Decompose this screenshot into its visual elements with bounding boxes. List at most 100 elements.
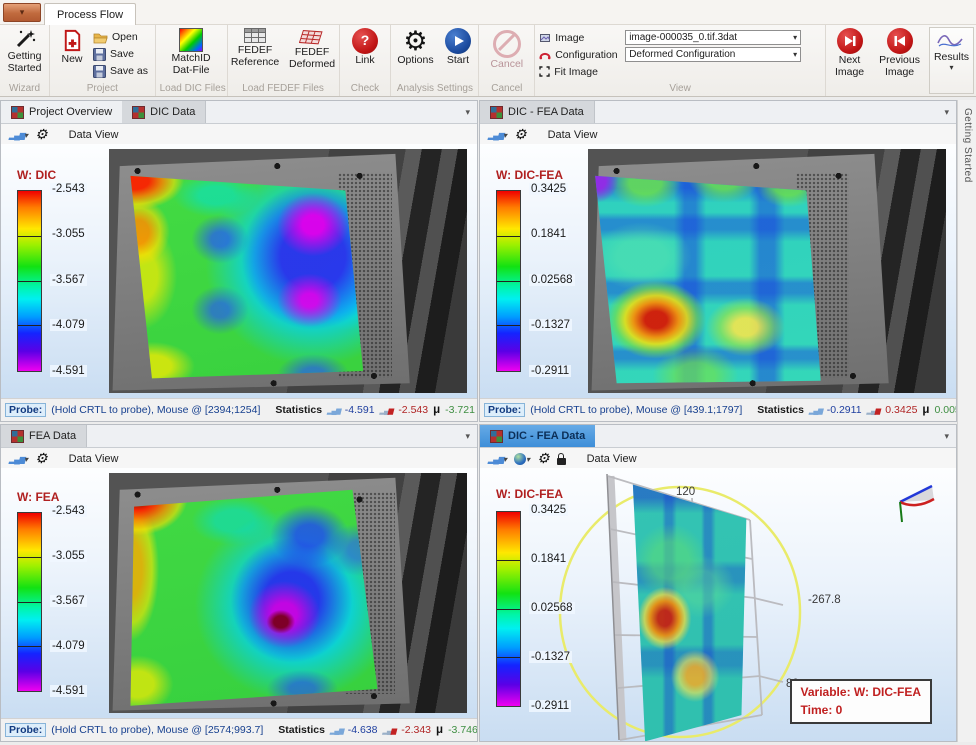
tab-dic-data[interactable]: DIC Data bbox=[122, 101, 207, 123]
statistics-label: Statistics bbox=[278, 724, 325, 736]
tab-fea-data[interactable]: FEA Data bbox=[1, 425, 88, 447]
tab-dic-fea-data[interactable]: DIC - FEA Data bbox=[480, 101, 595, 123]
dic-fea-specimen-image[interactable] bbox=[588, 149, 946, 393]
panel-menu-caret-icon[interactable]: ▾ bbox=[465, 430, 470, 441]
stat-max-value: -2.543 bbox=[398, 404, 429, 416]
scale-value: -0.1327 bbox=[529, 319, 573, 331]
results-button[interactable]: Results ▾ bbox=[928, 27, 974, 94]
settings-gear-icon[interactable] bbox=[514, 127, 527, 142]
data-view-label: Data View bbox=[547, 128, 598, 141]
matchid-dat-file-button[interactable]: MatchID Dat-File bbox=[163, 27, 219, 78]
new-button[interactable]: New bbox=[54, 27, 90, 67]
axis-label-right: -267.8 bbox=[808, 594, 841, 606]
dic-status-bar: Probe: (Hold CRTL to probe), Mouse @ [23… bbox=[1, 398, 477, 421]
bar-chart-icon bbox=[488, 453, 503, 465]
group-label-project: Project bbox=[86, 83, 118, 94]
cancel-button: Cancel bbox=[485, 29, 529, 72]
bar-chart-icon bbox=[488, 129, 503, 141]
new-project-icon bbox=[64, 29, 80, 52]
time-line: Time: 0 bbox=[800, 702, 843, 717]
panel-menu-caret-icon[interactable]: ▾ bbox=[944, 106, 949, 117]
tab-project-overview[interactable]: Project Overview bbox=[1, 101, 122, 123]
save-button[interactable]: Save bbox=[93, 46, 148, 62]
dic-fea-3d-scene[interactable]: W: DIC-FEA 0.3425 0.1841 0.02568 -0.1327… bbox=[480, 468, 956, 741]
image-select[interactable]: image-000035_0.tif.3dat ▾ bbox=[625, 30, 802, 45]
fedef-deformed-button[interactable]: FEDEF Deformed bbox=[287, 27, 337, 72]
scale-value: 0.1841 bbox=[529, 553, 569, 565]
plot-type-button[interactable] bbox=[9, 453, 28, 465]
dic-fea-panel-tab-bar: DIC - FEA Data ▾ bbox=[480, 101, 956, 124]
probe-button[interactable]: Probe: bbox=[5, 723, 47, 737]
dic-fea-panel-toolbar: Data View bbox=[480, 124, 956, 146]
scale-value: -4.079 bbox=[50, 640, 87, 652]
panel-tab-icon bbox=[132, 105, 146, 119]
tab-dic-fea-3d[interactable]: DIC - FEA Data bbox=[480, 425, 596, 447]
scale-value: -0.1327 bbox=[529, 651, 573, 663]
image-icon bbox=[540, 33, 551, 42]
dic-panel-toolbar: Data View bbox=[1, 124, 477, 146]
scale-value: -0.2911 bbox=[529, 700, 572, 712]
dic-fea-3d-tab-bar: DIC - FEA Data ▾ bbox=[480, 425, 956, 448]
scale-value: -3.055 bbox=[50, 550, 87, 562]
axis-triad-icon[interactable] bbox=[894, 480, 938, 526]
panel-menu-caret-icon[interactable]: ▾ bbox=[944, 430, 949, 441]
caret-down-icon bbox=[503, 453, 507, 465]
group-wizard: Getting Started Wizard bbox=[0, 25, 50, 96]
specimen-screws bbox=[109, 473, 467, 713]
open-button[interactable]: Open bbox=[93, 29, 148, 45]
ribbon-tab-row: Process Flow bbox=[0, 0, 976, 25]
tab-process-flow[interactable]: Process Flow bbox=[44, 3, 137, 25]
options-button[interactable]: ⚙ Options bbox=[397, 26, 434, 66]
panel-dic-fea-3d: DIC - FEA Data ▾ Data View bbox=[479, 424, 957, 742]
panel-dic-data: Project Overview DIC Data ▾ Data View W:… bbox=[0, 100, 478, 422]
next-image-button[interactable]: Next Image bbox=[830, 27, 869, 80]
mu-symbol: μ bbox=[436, 724, 444, 736]
fea-panel-toolbar: Data View bbox=[1, 448, 477, 470]
mu-symbol: μ bbox=[433, 404, 441, 416]
stat-max-icon bbox=[867, 404, 881, 416]
fea-specimen-image[interactable] bbox=[109, 473, 467, 713]
application-menu-button[interactable] bbox=[3, 3, 41, 22]
panel-menu-caret-icon[interactable]: ▾ bbox=[465, 106, 470, 117]
settings-gear-icon[interactable] bbox=[35, 451, 48, 466]
stat-max-value: -2.343 bbox=[401, 724, 432, 736]
panel-dic-fea-data: DIC - FEA Data ▾ Data View W: DIC-FEA 0.… bbox=[479, 100, 957, 422]
group-label-load-fedef: Load FEDEF Files bbox=[242, 83, 324, 94]
configuration-select[interactable]: Deformed Configuration ▾ bbox=[625, 47, 802, 62]
start-button[interactable]: Start bbox=[442, 27, 475, 68]
plot-type-button[interactable] bbox=[9, 129, 28, 141]
bar-chart-icon bbox=[9, 453, 24, 465]
ribbon-content: Getting Started Wizard New Open bbox=[0, 25, 976, 96]
previous-image-button[interactable]: Previous Image bbox=[877, 27, 922, 80]
save-as-button[interactable]: Save as bbox=[93, 63, 148, 79]
stat-max-icon bbox=[380, 404, 394, 416]
dropdown-caret-icon: ▾ bbox=[793, 50, 798, 59]
getting-started-button[interactable]: Getting Started bbox=[4, 27, 45, 76]
lock-icon[interactable] bbox=[556, 452, 566, 465]
color-scale-bar bbox=[17, 512, 42, 692]
fea-plot-area[interactable]: W: FEA -2.543 -3.055 -3.567 -4.079 -4.59… bbox=[1, 468, 477, 719]
probe-button[interactable]: Probe: bbox=[484, 403, 526, 417]
dic-specimen-image[interactable] bbox=[109, 149, 467, 393]
scale-value: -0.2911 bbox=[529, 365, 572, 377]
fit-image-button[interactable]: Fit Image bbox=[554, 65, 598, 78]
settings-gear-icon[interactable] bbox=[537, 451, 550, 466]
getting-started-sidebar[interactable]: Getting Started bbox=[957, 100, 976, 742]
save-floppy-icon bbox=[93, 47, 106, 61]
link-button[interactable]: ? Link bbox=[344, 27, 386, 68]
panel-tab-icon bbox=[490, 429, 503, 443]
previous-image-icon bbox=[886, 28, 913, 54]
surface-mode-button[interactable] bbox=[514, 452, 530, 465]
scale-value: -2.543 bbox=[50, 183, 87, 195]
settings-gear-icon[interactable] bbox=[35, 127, 48, 142]
probe-button[interactable]: Probe: bbox=[5, 403, 47, 417]
dic-plot-area[interactable]: W: DIC -2.543 -3.055 -3.567 -4.079 -4.59… bbox=[1, 144, 477, 399]
link-question-icon: ? bbox=[351, 28, 378, 54]
fedef-reference-button[interactable]: FEDEF Reference bbox=[229, 27, 281, 70]
dic-fea-plot-area[interactable]: W: DIC-FEA 0.3425 0.1841 0.02568 -0.1327… bbox=[480, 144, 956, 399]
plot-type-button[interactable] bbox=[488, 129, 507, 141]
plot-type-button[interactable] bbox=[488, 453, 507, 465]
dic-fea-3d-surface bbox=[632, 484, 747, 741]
panel-tab-icon bbox=[11, 105, 24, 119]
bar-chart-icon bbox=[9, 129, 24, 141]
